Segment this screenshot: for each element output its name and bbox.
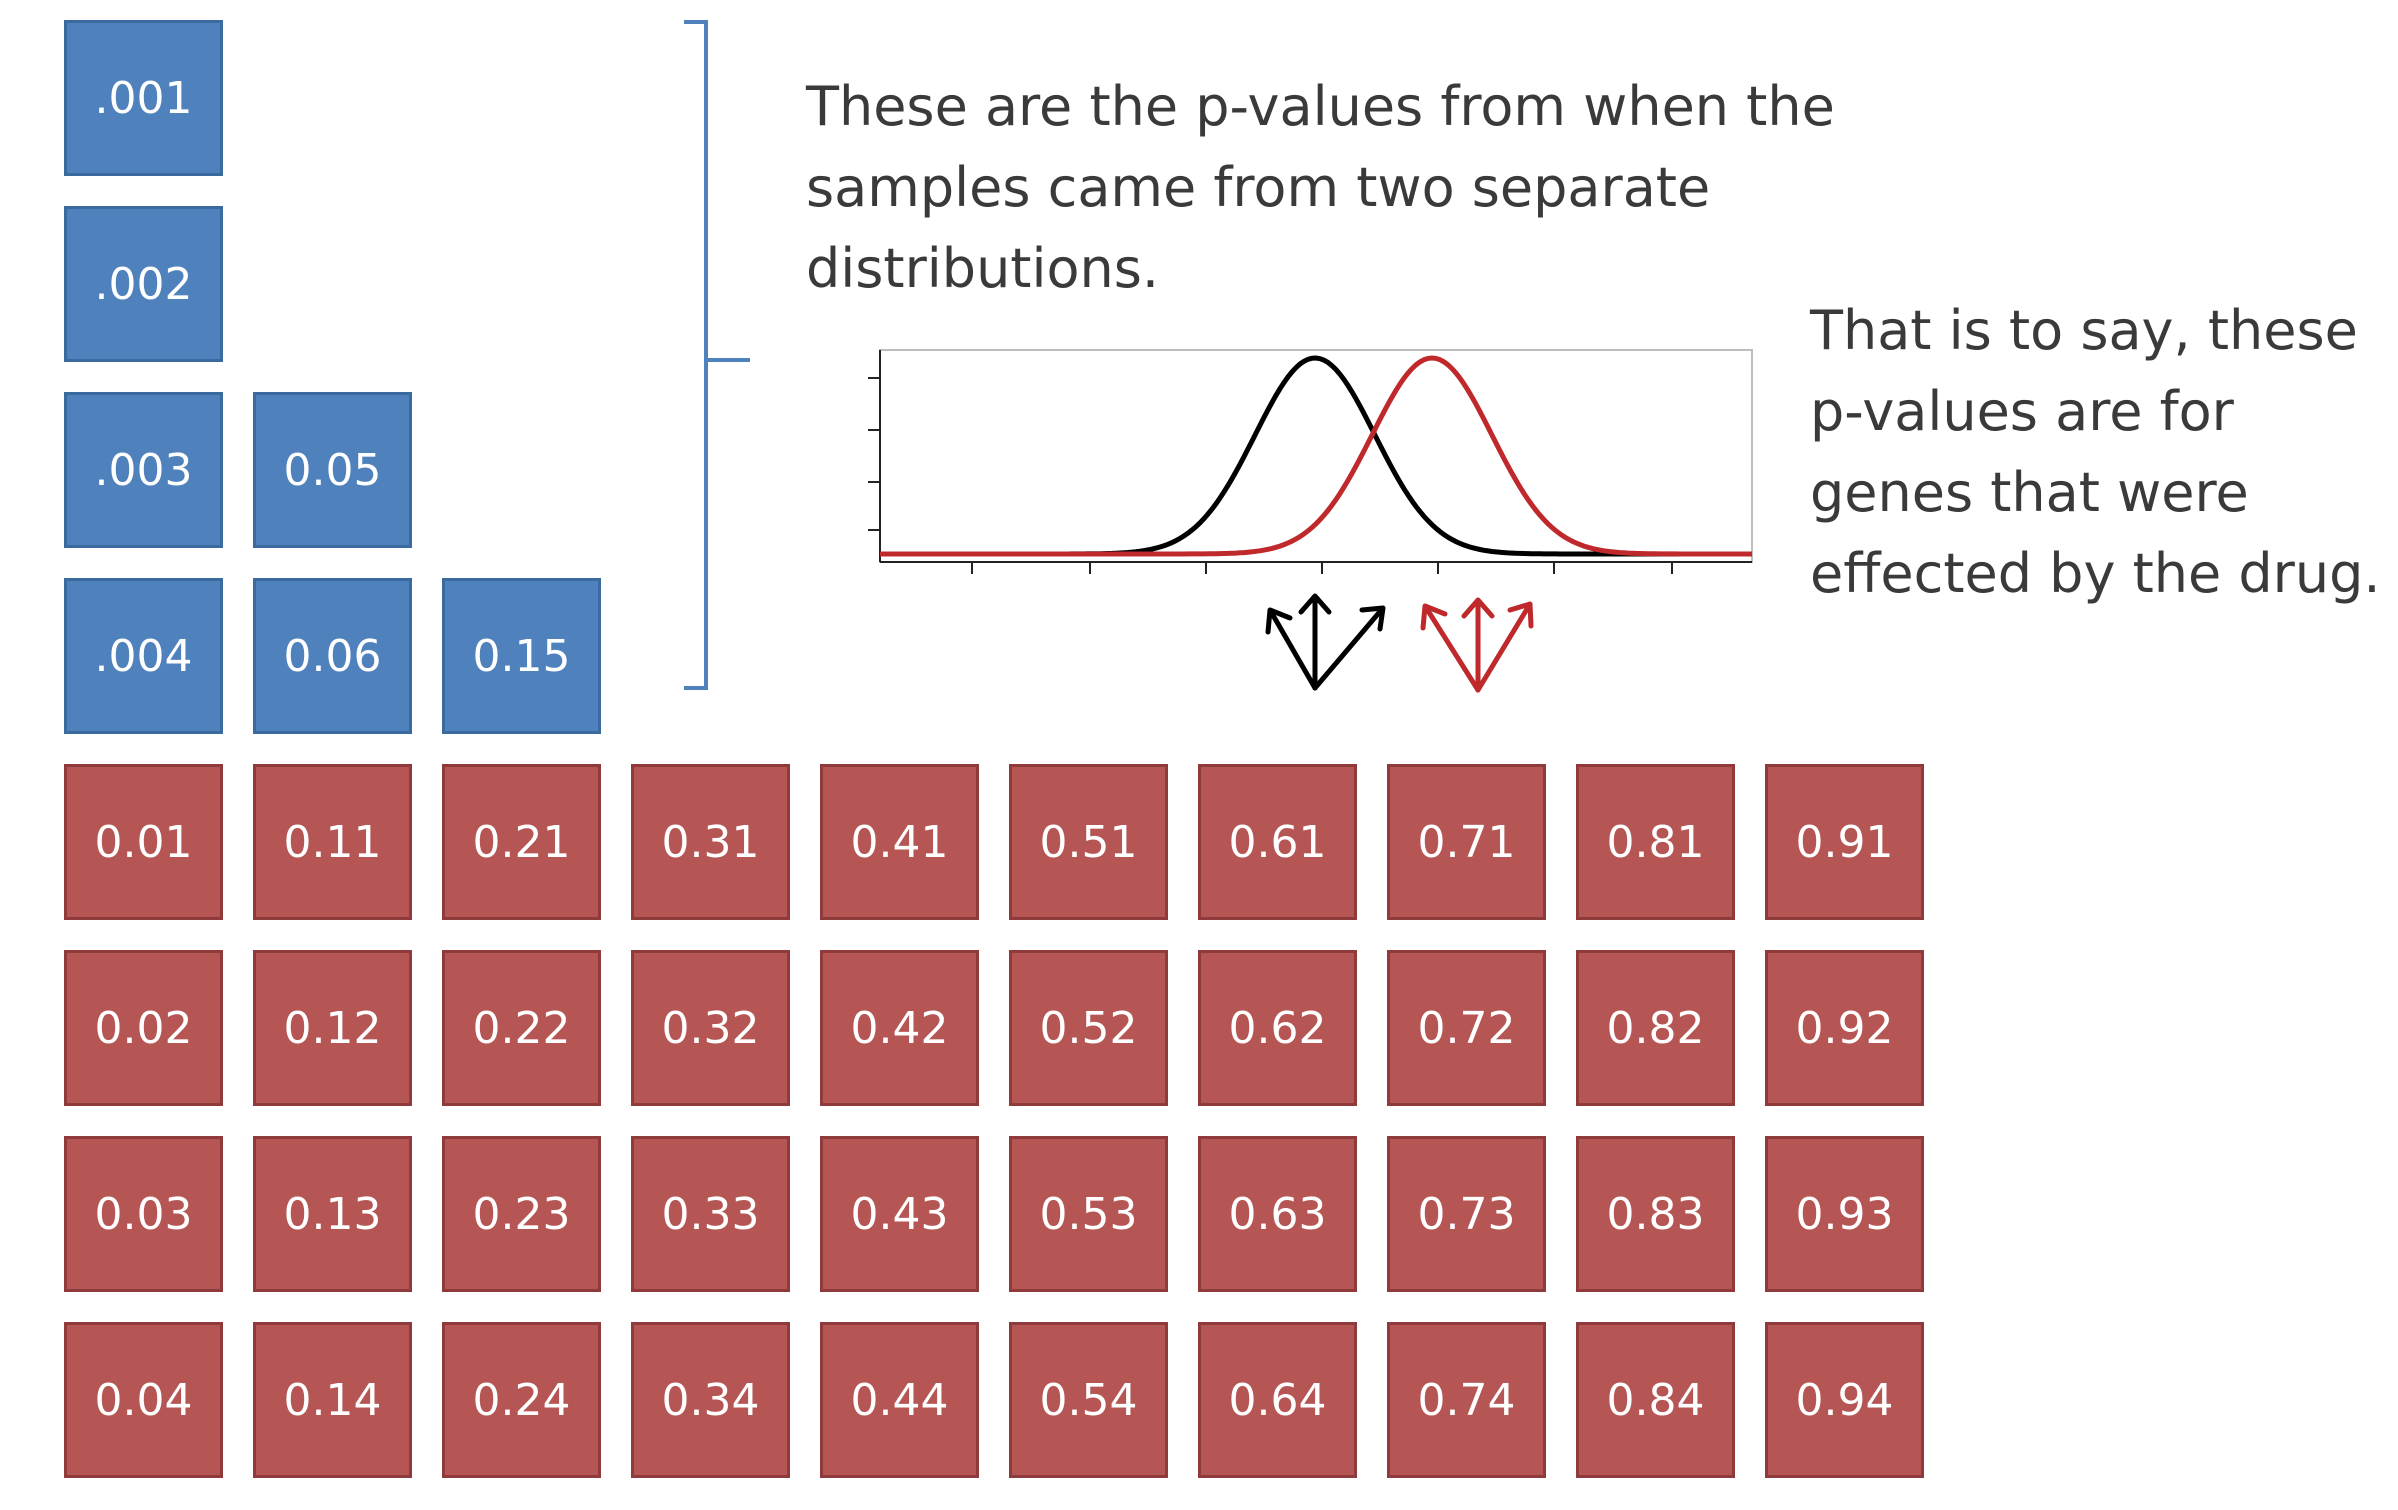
red-pvalue-box: 0.14 — [253, 1322, 412, 1478]
red-pvalue-box: 0.33 — [631, 1136, 790, 1292]
red-pvalue-box: 0.73 — [1387, 1136, 1546, 1292]
red-pvalue-box: 0.22 — [442, 950, 601, 1106]
red-pvalue-box: 0.81 — [1576, 764, 1735, 920]
red-pvalue-box: 0.54 — [1009, 1322, 1168, 1478]
main-caption-line-3: distributions. — [806, 237, 1160, 300]
red-pvalue-box: 0.74 — [1387, 1322, 1546, 1478]
red-pvalue-box: 0.21 — [442, 764, 601, 920]
red-pvalue-box: 0.71 — [1387, 764, 1546, 920]
red-pvalue-box: 0.43 — [820, 1136, 979, 1292]
red-pvalue-box: 0.64 — [1198, 1322, 1357, 1478]
blue-pvalue-box: 0.15 — [442, 578, 601, 734]
red-pvalue-box: 0.52 — [1009, 950, 1168, 1106]
blue-pvalue-box: 0.06 — [253, 578, 412, 734]
bracket-icon — [684, 20, 750, 690]
side-caption-line-2: p-values are for — [1810, 380, 2234, 443]
red-pvalue-box: 0.93 — [1765, 1136, 1924, 1292]
red-pvalue-box: 0.62 — [1198, 950, 1357, 1106]
red-pvalue-box: 0.24 — [442, 1322, 601, 1478]
red-sampling-arrows-icon — [1420, 597, 1534, 693]
red-pvalue-box: 0.34 — [631, 1322, 790, 1478]
red-pvalue-box: 0.04 — [64, 1322, 223, 1478]
red-distribution-curve — [880, 355, 1752, 557]
red-pvalue-box: 0.94 — [1765, 1322, 1924, 1478]
red-pvalue-box: 0.12 — [253, 950, 412, 1106]
red-pvalue-box: 0.91 — [1765, 764, 1924, 920]
red-pvalue-box: 0.41 — [820, 764, 979, 920]
plot-frame — [879, 349, 1753, 563]
black-sampling-arrows-icon — [1265, 593, 1386, 691]
red-pvalue-box: 0.03 — [64, 1136, 223, 1292]
red-pvalue-box: 0.72 — [1387, 950, 1546, 1106]
side-caption-line-4: effected by the drug. — [1810, 542, 2381, 605]
red-pvalue-box: 0.13 — [253, 1136, 412, 1292]
red-pvalue-box: 0.02 — [64, 950, 223, 1106]
blue-pvalue-box: .002 — [64, 206, 223, 362]
red-pvalue-box: 0.01 — [64, 764, 223, 920]
side-caption: That is to say, these p-values are for g… — [1810, 290, 2381, 614]
blue-pvalue-box: .003 — [64, 392, 223, 548]
red-pvalue-box: 0.31 — [631, 764, 790, 920]
red-pvalue-box: 0.63 — [1198, 1136, 1357, 1292]
red-pvalue-box: 0.83 — [1576, 1136, 1735, 1292]
distribution-plot — [868, 349, 1753, 574]
side-caption-line-3: genes that were — [1810, 461, 2249, 524]
red-pvalue-box: 0.61 — [1198, 764, 1357, 920]
main-caption-line-1: These are the p-values from when the — [806, 75, 1835, 138]
main-caption: These are the p-values from when the sam… — [806, 66, 1835, 309]
red-pvalue-box: 0.82 — [1576, 950, 1735, 1106]
main-caption-line-2: samples came from two separate — [806, 156, 1711, 219]
red-pvalue-box: 0.84 — [1576, 1322, 1735, 1478]
side-caption-line-1: That is to say, these — [1810, 299, 2358, 362]
red-pvalue-box: 0.11 — [253, 764, 412, 920]
red-pvalue-box: 0.53 — [1009, 1136, 1168, 1292]
plot-ticks — [868, 377, 1673, 574]
blue-pvalue-box: 0.05 — [253, 392, 412, 548]
red-pvalue-box: 0.23 — [442, 1136, 601, 1292]
red-pvalue-box: 0.92 — [1765, 950, 1924, 1106]
blue-pvalue-box: .001 — [64, 20, 223, 176]
red-pvalue-box: 0.44 — [820, 1322, 979, 1478]
red-pvalue-box: 0.42 — [820, 950, 979, 1106]
red-pvalue-box: 0.51 — [1009, 764, 1168, 920]
red-pvalue-box: 0.32 — [631, 950, 790, 1106]
blue-pvalue-box: .004 — [64, 578, 223, 734]
